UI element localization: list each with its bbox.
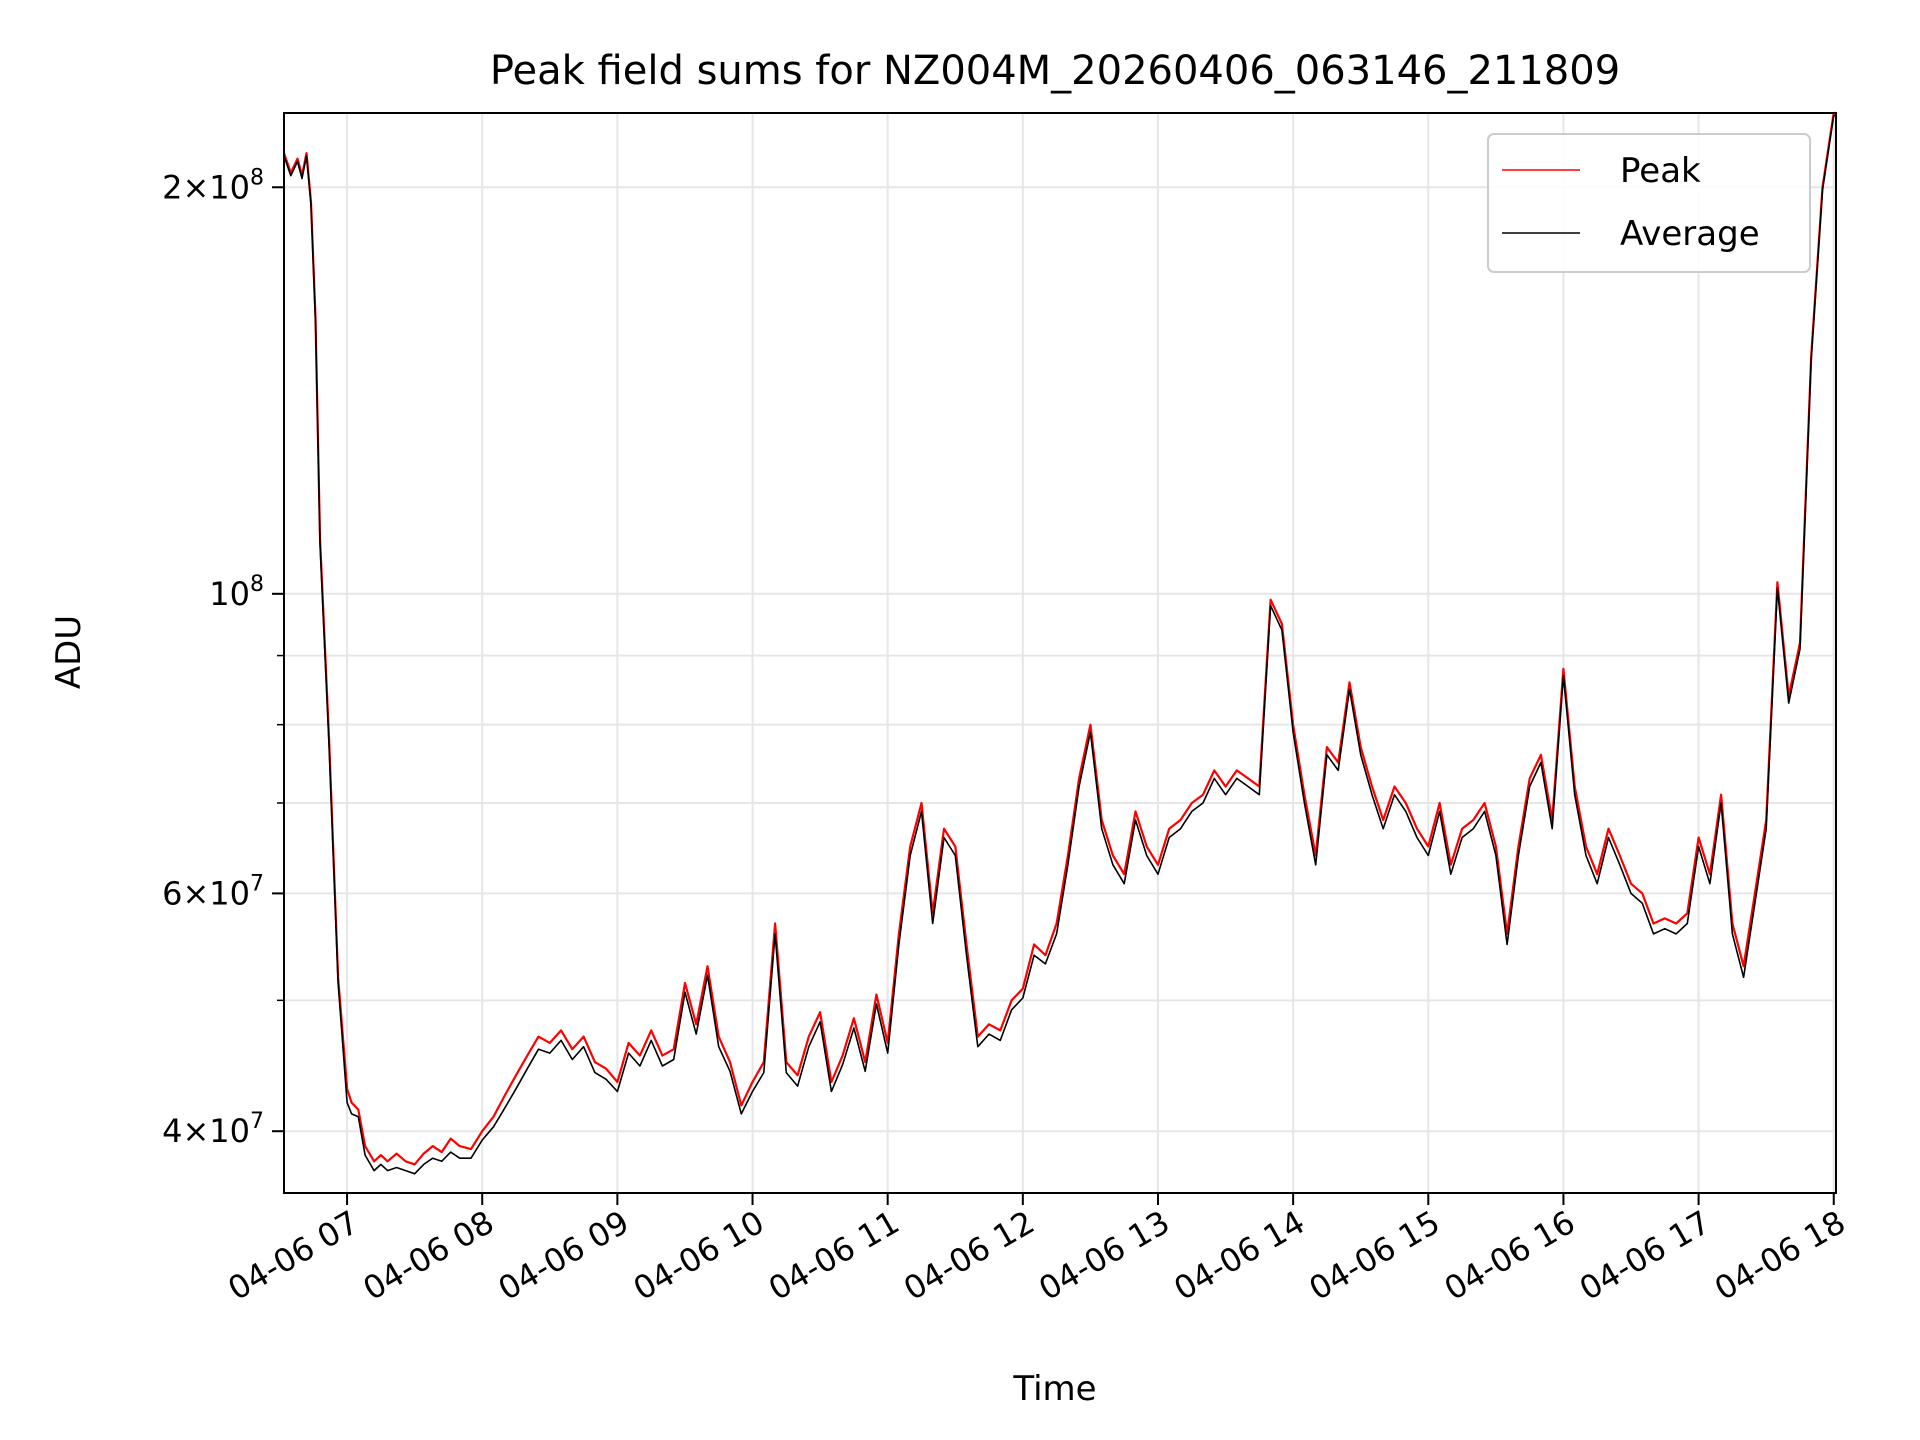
plot-frame <box>283 112 1837 1194</box>
y-tick-label: 6×107 <box>162 871 264 912</box>
y-axis: 4×107 6×107 108 2×108 <box>162 165 284 1150</box>
legend-label-peak: Peak <box>1620 151 1701 191</box>
chart-title: Peak field sums for NZ004M_20260406_0631… <box>490 48 1620 94</box>
y-axis-label: ADU <box>49 615 89 689</box>
x-axis-label: Time <box>1012 1369 1096 1409</box>
y-tick-label: 2×108 <box>162 165 264 206</box>
y-tick-label: 4×107 <box>162 1109 264 1150</box>
legend-label-average: Average <box>1620 214 1760 254</box>
y-tick-label: 108 <box>209 572 264 613</box>
legend-box <box>1487 133 1811 273</box>
series-line-average <box>283 114 1836 1175</box>
series-layer <box>282 111 1836 1175</box>
legend: Peak Average <box>1487 133 1811 273</box>
